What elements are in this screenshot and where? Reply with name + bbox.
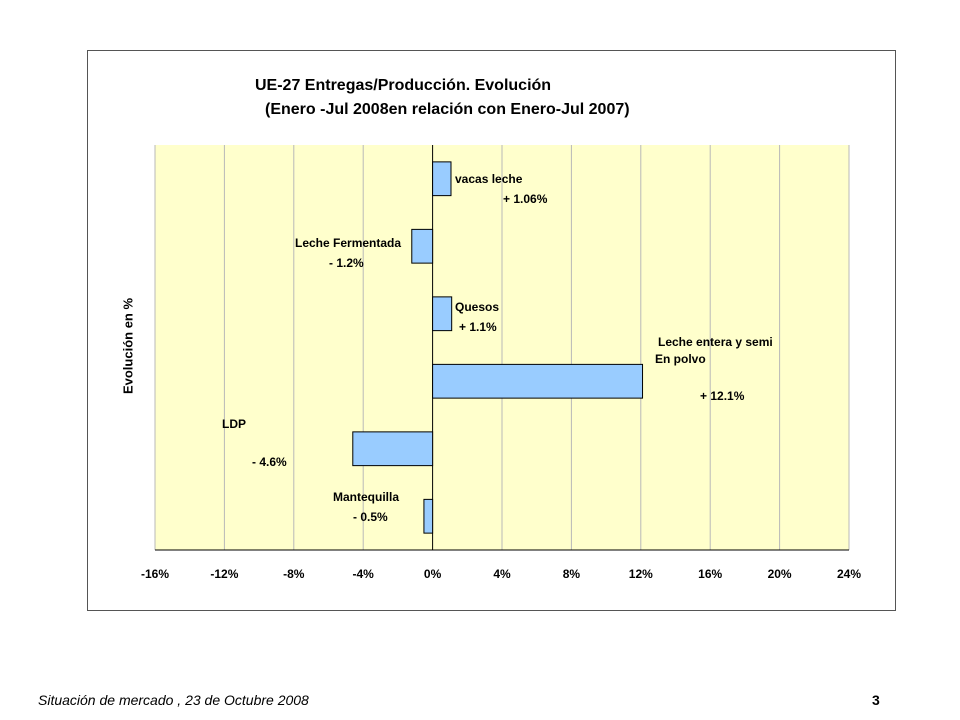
bar-data-label: En polvo (655, 352, 706, 366)
bar-data-label: + 12.1% (700, 389, 745, 403)
bar-data-label: Quesos (455, 300, 499, 314)
x-tick-label: -8% (283, 567, 305, 581)
x-tick-label: -16% (141, 567, 169, 581)
x-tick-label: 20% (768, 567, 792, 581)
x-tick-label: 12% (629, 567, 653, 581)
bar-data-label: Mantequilla (333, 490, 399, 504)
x-tick-label: 16% (698, 567, 722, 581)
x-tick-label: 0% (424, 567, 442, 581)
bar (423, 498, 434, 534)
bar (411, 228, 434, 264)
x-tick-label: 4% (493, 567, 511, 581)
bar-data-label: LDP (222, 417, 246, 431)
x-tick-label: -12% (210, 567, 238, 581)
x-tick-label: 8% (563, 567, 581, 581)
x-tick-label: -4% (353, 567, 375, 581)
bar-data-label: Leche Fermentada (295, 236, 401, 250)
page-number: 3 (872, 692, 880, 708)
chart-subtitle: (Enero -Jul 2008en relación con Enero-Ju… (265, 101, 630, 118)
footer-text: Situación de mercado , 23 de Octubre 200… (38, 692, 309, 708)
bar (432, 363, 644, 399)
bar (352, 431, 434, 467)
bar-data-label: vacas leche (455, 172, 523, 186)
bar-data-label: + 1.1% (459, 320, 497, 334)
bar-data-label: Leche entera y semi (658, 335, 773, 349)
bar (432, 161, 452, 197)
y-axis-label: Evolución en % (120, 297, 136, 395)
bar-data-label: - 4.6% (252, 455, 287, 469)
bar-data-label: - 0.5% (353, 510, 388, 524)
chart-title: UE-27 Entregas/Producción. Evolución (255, 77, 552, 94)
x-tick-label: 24% (837, 567, 861, 581)
bar-data-label: - 1.2% (329, 256, 364, 270)
bar (432, 296, 453, 332)
bar-data-label: + 1.06% (503, 192, 548, 206)
